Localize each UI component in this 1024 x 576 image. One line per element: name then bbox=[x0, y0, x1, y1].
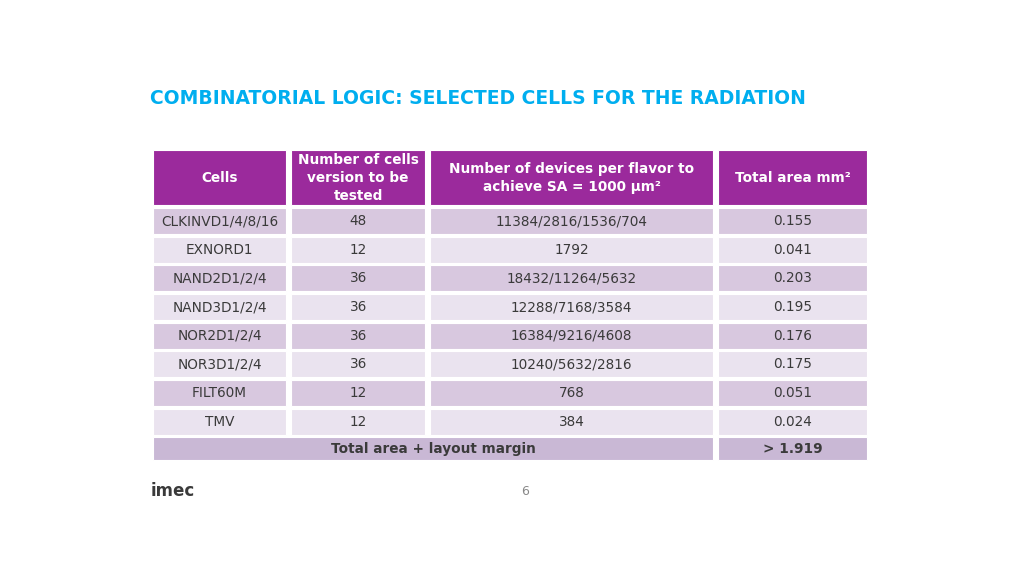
FancyBboxPatch shape bbox=[153, 437, 714, 460]
Text: 0.195: 0.195 bbox=[773, 300, 812, 314]
FancyBboxPatch shape bbox=[153, 237, 287, 263]
FancyBboxPatch shape bbox=[291, 237, 425, 263]
FancyBboxPatch shape bbox=[430, 237, 714, 263]
Text: 0.024: 0.024 bbox=[773, 415, 812, 429]
Text: FILT60M: FILT60M bbox=[193, 386, 247, 400]
FancyBboxPatch shape bbox=[718, 409, 867, 435]
Text: Number of devices per flavor to
achieve SA = 1000 μm²: Number of devices per flavor to achieve … bbox=[450, 162, 694, 194]
Text: 48: 48 bbox=[349, 214, 367, 228]
Text: 36: 36 bbox=[349, 271, 367, 286]
Text: 12: 12 bbox=[349, 386, 367, 400]
Text: 36: 36 bbox=[349, 329, 367, 343]
FancyBboxPatch shape bbox=[718, 437, 867, 460]
FancyBboxPatch shape bbox=[291, 208, 425, 234]
Text: 6: 6 bbox=[521, 485, 528, 498]
FancyBboxPatch shape bbox=[718, 294, 867, 320]
Text: 12: 12 bbox=[349, 242, 367, 257]
FancyBboxPatch shape bbox=[718, 237, 867, 263]
FancyBboxPatch shape bbox=[291, 351, 425, 377]
Text: 11384/2816/1536/704: 11384/2816/1536/704 bbox=[496, 214, 647, 228]
FancyBboxPatch shape bbox=[153, 208, 287, 234]
Text: Number of cells
version to be
tested: Number of cells version to be tested bbox=[298, 153, 419, 203]
FancyBboxPatch shape bbox=[430, 380, 714, 406]
Text: 36: 36 bbox=[349, 300, 367, 314]
Text: Total area mm²: Total area mm² bbox=[735, 171, 851, 185]
FancyBboxPatch shape bbox=[430, 266, 714, 291]
FancyBboxPatch shape bbox=[430, 409, 714, 435]
Text: Total area + layout margin: Total area + layout margin bbox=[331, 442, 536, 456]
FancyBboxPatch shape bbox=[153, 409, 287, 435]
FancyBboxPatch shape bbox=[718, 208, 867, 234]
Text: COMBINATORIAL LOGIC: SELECTED CELLS FOR THE RADIATION: COMBINATORIAL LOGIC: SELECTED CELLS FOR … bbox=[151, 89, 806, 108]
FancyBboxPatch shape bbox=[718, 351, 867, 377]
Text: NAND3D1/2/4: NAND3D1/2/4 bbox=[172, 300, 267, 314]
FancyBboxPatch shape bbox=[291, 294, 425, 320]
Text: 12288/7168/3584: 12288/7168/3584 bbox=[511, 300, 633, 314]
FancyBboxPatch shape bbox=[291, 380, 425, 406]
Text: 1792: 1792 bbox=[554, 242, 589, 257]
Text: NOR3D1/2/4: NOR3D1/2/4 bbox=[177, 357, 262, 372]
Text: NOR2D1/2/4: NOR2D1/2/4 bbox=[177, 329, 262, 343]
FancyBboxPatch shape bbox=[153, 351, 287, 377]
FancyBboxPatch shape bbox=[430, 351, 714, 377]
FancyBboxPatch shape bbox=[291, 323, 425, 348]
Text: 10240/5632/2816: 10240/5632/2816 bbox=[511, 357, 633, 372]
FancyBboxPatch shape bbox=[153, 150, 287, 206]
FancyBboxPatch shape bbox=[718, 323, 867, 348]
Text: 36: 36 bbox=[349, 357, 367, 372]
FancyBboxPatch shape bbox=[153, 294, 287, 320]
FancyBboxPatch shape bbox=[153, 266, 287, 291]
Text: Cells: Cells bbox=[202, 171, 238, 185]
Text: 18432/11264/5632: 18432/11264/5632 bbox=[507, 271, 637, 286]
Text: 0.176: 0.176 bbox=[773, 329, 812, 343]
Text: 384: 384 bbox=[559, 415, 585, 429]
FancyBboxPatch shape bbox=[153, 323, 287, 348]
Text: > 1.919: > 1.919 bbox=[763, 442, 822, 456]
Text: 0.203: 0.203 bbox=[773, 271, 812, 286]
FancyBboxPatch shape bbox=[153, 380, 287, 406]
FancyBboxPatch shape bbox=[718, 266, 867, 291]
FancyBboxPatch shape bbox=[430, 208, 714, 234]
Text: 0.175: 0.175 bbox=[773, 357, 812, 372]
FancyBboxPatch shape bbox=[718, 150, 867, 206]
Text: imec: imec bbox=[151, 482, 195, 501]
FancyBboxPatch shape bbox=[430, 150, 714, 206]
Text: TMV: TMV bbox=[205, 415, 234, 429]
FancyBboxPatch shape bbox=[291, 150, 425, 206]
Text: 0.051: 0.051 bbox=[773, 386, 812, 400]
Text: 16384/9216/4608: 16384/9216/4608 bbox=[511, 329, 633, 343]
Text: EXNORD1: EXNORD1 bbox=[185, 242, 253, 257]
Text: 12: 12 bbox=[349, 415, 367, 429]
FancyBboxPatch shape bbox=[291, 266, 425, 291]
FancyBboxPatch shape bbox=[291, 409, 425, 435]
FancyBboxPatch shape bbox=[430, 323, 714, 348]
Text: 0.041: 0.041 bbox=[773, 242, 812, 257]
Text: 768: 768 bbox=[559, 386, 585, 400]
FancyBboxPatch shape bbox=[430, 294, 714, 320]
Text: CLKINVD1/4/8/16: CLKINVD1/4/8/16 bbox=[161, 214, 279, 228]
Text: 0.155: 0.155 bbox=[773, 214, 812, 228]
FancyBboxPatch shape bbox=[718, 380, 867, 406]
Text: NAND2D1/2/4: NAND2D1/2/4 bbox=[172, 271, 267, 286]
